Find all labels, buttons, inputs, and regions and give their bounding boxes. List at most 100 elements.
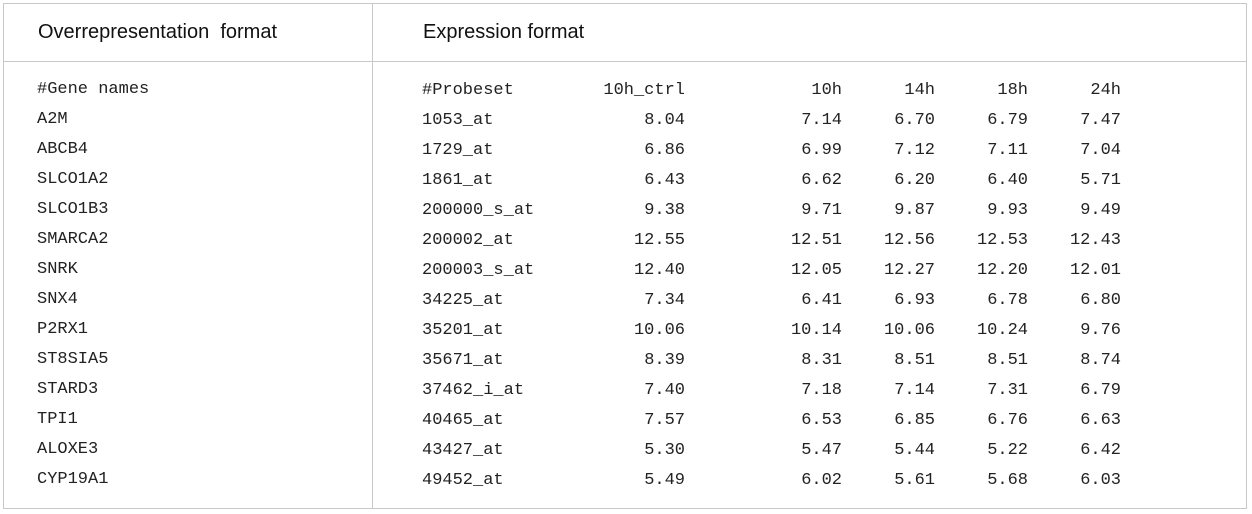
expression-value-cell: 6.43 <box>644 170 685 190</box>
probeset-cell: 43427_at <box>422 440 504 460</box>
gene-name-item: ALOXE3 <box>37 440 99 459</box>
expression-column-header: 14h <box>904 80 935 100</box>
expression-value-cell: 12.05 <box>790 260 842 280</box>
table-row: 35201_at 10.06 10.14 10.06 10.24 9.76 <box>422 315 1121 345</box>
gene-name-item: ABCB4 <box>37 140 89 159</box>
expression-column-header: #Probeset <box>422 80 514 100</box>
probeset-cell: 40465_at <box>422 410 504 430</box>
expression-value-cell: 7.47 <box>1080 110 1121 130</box>
expression-value-cell: 10.14 <box>790 320 842 340</box>
expression-value-cell: 7.12 <box>894 140 935 160</box>
expression-value-cell: 6.62 <box>801 170 842 190</box>
expression-value-cell: 6.42 <box>1080 440 1121 460</box>
expression-value-cell: 12.55 <box>633 230 685 250</box>
table-row: 49452_at 5.49 6.02 5.61 5.68 6.03 <box>422 465 1121 495</box>
expression-value-cell: 5.22 <box>987 440 1028 460</box>
gene-name-item: ST8SIA5 <box>37 350 109 369</box>
gene-name-item: STARD3 <box>37 380 99 399</box>
expression-value-cell: 6.86 <box>644 140 685 160</box>
table-row: 34225_at 7.34 6.41 6.93 6.78 6.80 <box>422 285 1121 315</box>
expression-value-cell: 7.18 <box>801 380 842 400</box>
expression-value-cell: 7.57 <box>644 410 685 430</box>
expression-value-cell: 9.38 <box>644 200 685 220</box>
expression-value-cell: 7.40 <box>644 380 685 400</box>
expression-value-cell: 5.68 <box>987 470 1028 490</box>
expression-table: #Probeset 10h_ctrl 10h 14h 18h 24h 1053_at 8.04… <box>422 75 1121 495</box>
expression-value-cell: 5.30 <box>644 440 685 460</box>
expression-value-cell: 6.20 <box>894 170 935 190</box>
expression-column-header: 10h <box>811 80 842 100</box>
expression-value-cell: 12.27 <box>883 260 935 280</box>
gene-name-item: CYP19A1 <box>37 470 109 489</box>
table-row: 200000_s_at 9.38 9.71 9.87 9.93 9.49 <box>422 195 1121 225</box>
expression-value-cell: 8.04 <box>644 110 685 130</box>
gene-name-item: A2M <box>37 110 68 129</box>
table-row: 35671_at 8.39 8.31 8.51 8.51 8.74 <box>422 345 1121 375</box>
probeset-cell: 35201_at <box>422 320 504 340</box>
expression-value-cell: 12.01 <box>1069 260 1121 280</box>
expression-value-cell: 5.47 <box>801 440 842 460</box>
table-row: 200002_at 12.55 12.51 12.56 12.53 12.43 <box>422 225 1121 255</box>
expression-value-cell: 8.51 <box>987 350 1028 370</box>
gene-name-item: SMARCA2 <box>37 230 109 249</box>
expression-value-cell: 6.99 <box>801 140 842 160</box>
table-row: 1729_at 6.86 6.99 7.12 7.11 7.04 <box>422 135 1121 165</box>
table-row: 200003_s_at 12.40 12.05 12.27 12.20 12.01 <box>422 255 1121 285</box>
probeset-cell: 1053_at <box>422 110 494 130</box>
expression-value-cell: 6.79 <box>1080 380 1121 400</box>
expression-value-cell: 5.49 <box>644 470 685 490</box>
expression-value-cell: 8.31 <box>801 350 842 370</box>
probeset-cell: 1729_at <box>422 140 494 160</box>
expression-value-cell: 9.49 <box>1080 200 1121 220</box>
expression-value-cell: 6.80 <box>1080 290 1121 310</box>
expression-value-cell: 5.44 <box>894 440 935 460</box>
expression-value-cell: 6.79 <box>987 110 1028 130</box>
expression-value-cell: 6.78 <box>987 290 1028 310</box>
probeset-cell: 200003_s_at <box>422 260 535 280</box>
expression-value-cell: 12.43 <box>1069 230 1121 250</box>
header-divider <box>4 61 1246 62</box>
expression-value-cell: 6.70 <box>894 110 935 130</box>
probeset-cell: 200000_s_at <box>422 200 535 220</box>
expression-value-cell: 9.76 <box>1080 320 1121 340</box>
expression-value-cell: 12.51 <box>790 230 842 250</box>
expression-value-cell: 8.51 <box>894 350 935 370</box>
column-divider <box>372 4 373 508</box>
expression-value-cell: 5.71 <box>1080 170 1121 190</box>
expression-column-header: 18h <box>997 80 1028 100</box>
gene-name-item: SNRK <box>37 260 78 279</box>
expression-value-cell: 7.14 <box>801 110 842 130</box>
expression-value-cell: 6.02 <box>801 470 842 490</box>
expression-value-cell: 7.11 <box>987 140 1028 160</box>
expression-value-cell: 10.24 <box>976 320 1028 340</box>
expression-column-header: 24h <box>1090 80 1121 100</box>
gene-name-item: TPI1 <box>37 410 78 429</box>
expression-value-cell: 6.03 <box>1080 470 1121 490</box>
expression-value-cell: 12.53 <box>976 230 1028 250</box>
gene-name-item: P2RX1 <box>37 320 89 339</box>
expression-value-cell: 9.93 <box>987 200 1028 220</box>
probeset-cell: 49452_at <box>422 470 504 490</box>
expression-value-cell: 6.93 <box>894 290 935 310</box>
gene-name-item: SLCO1B3 <box>37 200 109 219</box>
probeset-cell: 1861_at <box>422 170 494 190</box>
table-row: 37462_i_at 7.40 7.18 7.14 7.31 6.79 <box>422 375 1121 405</box>
table-row: 43427_at 5.30 5.47 5.44 5.22 6.42 <box>422 435 1121 465</box>
expression-value-cell: 6.76 <box>987 410 1028 430</box>
expression-column-header: 10h_ctrl <box>603 80 685 100</box>
table-row: 1861_at 6.43 6.62 6.20 6.40 5.71 <box>422 165 1121 195</box>
gene-names-list: #Gene names A2M ABCB4 SLCO1A2 SLCO1B3 SMARCA… <box>37 75 149 495</box>
gene-names-title: #Gene names <box>37 80 150 99</box>
expression-value-cell: 6.53 <box>801 410 842 430</box>
gene-name-item: SLCO1A2 <box>37 170 109 189</box>
expression-value-cell: 9.87 <box>894 200 935 220</box>
expression-value-cell: 6.85 <box>894 410 935 430</box>
expression-value-cell: 6.41 <box>801 290 842 310</box>
expression-value-cell: 7.31 <box>987 380 1028 400</box>
expression-value-cell: 6.40 <box>987 170 1028 190</box>
probeset-cell: 200002_at <box>422 230 514 250</box>
expression-value-cell: 10.06 <box>883 320 935 340</box>
expression-value-cell: 7.14 <box>894 380 935 400</box>
expression-value-cell: 12.56 <box>883 230 935 250</box>
table-row: 1053_at 8.04 7.14 6.70 6.79 7.47 <box>422 105 1121 135</box>
